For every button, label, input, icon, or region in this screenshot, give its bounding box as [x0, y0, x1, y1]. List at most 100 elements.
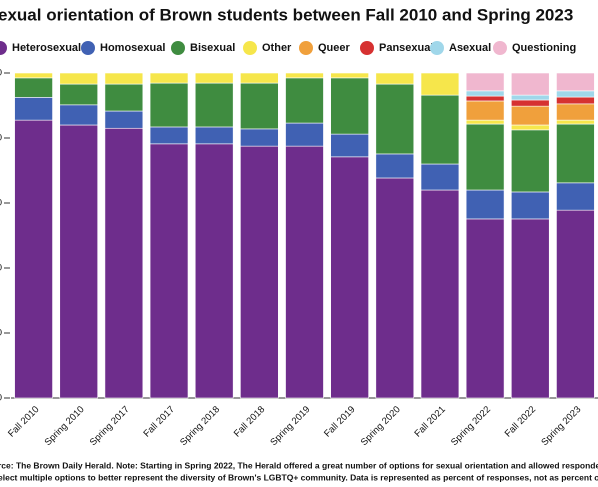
bar-segment [556, 96, 595, 105]
x-tick-label: Spring 2023 [539, 404, 583, 448]
bar-segment [556, 103, 595, 121]
legend-label: Homosexual [100, 42, 165, 54]
footnote: elect multiple options to better represe… [0, 472, 598, 482]
bar-segment [465, 218, 505, 399]
legend-swatch [81, 41, 95, 55]
bar-segment [556, 90, 595, 98]
y-tick-label: 80 [0, 133, 2, 144]
bar-segment [194, 72, 234, 84]
bar-segment [511, 105, 550, 126]
bar-segment [420, 189, 460, 399]
bar-segment [511, 191, 550, 220]
legend-label: Bisexual [190, 42, 235, 54]
x-tick-label: Fall 2021 [412, 404, 447, 439]
bar-segment [511, 218, 550, 399]
bar-segment [149, 72, 189, 84]
bar-segment [330, 72, 369, 79]
bar-segment [465, 119, 505, 125]
bar-segment [465, 72, 505, 92]
bar-segment [59, 72, 98, 85]
bar-segment [285, 72, 324, 79]
bar-segment [375, 83, 415, 155]
bar-segment [14, 119, 53, 399]
x-tick-label: Fall 2010 [6, 404, 41, 439]
bar-segment [511, 94, 550, 101]
x-tick-label: Fall 2017 [142, 404, 177, 439]
legend-swatch [360, 41, 374, 55]
bar-segment [420, 163, 460, 191]
x-tick-label: Spring 2020 [359, 404, 403, 448]
bar-segment [149, 126, 189, 145]
legend-label: Asexual [449, 42, 491, 54]
legend-label: Questioning [512, 42, 576, 54]
bar-segment [149, 82, 189, 128]
bar-segment [465, 95, 505, 102]
bar-segment [59, 124, 98, 399]
x-tick-label: Fall 2019 [322, 404, 357, 439]
bar-segment [556, 72, 595, 92]
bar-segment [556, 119, 595, 125]
bar-segment [285, 122, 324, 147]
bar-segment [14, 97, 53, 121]
bar-segment [465, 100, 505, 121]
x-tick-label: Spring 2010 [43, 404, 87, 448]
bar-segment [149, 143, 189, 399]
bar-segment [104, 110, 144, 129]
legend-swatch [243, 41, 257, 55]
bar-segment [465, 123, 505, 191]
x-tick-label: Fall 2022 [503, 404, 538, 439]
bar-segment [240, 72, 279, 84]
bar-segment [240, 145, 279, 399]
bar-segment [330, 133, 369, 158]
bar-segment [285, 145, 324, 399]
bar-segment [556, 123, 595, 184]
bar-segment [194, 82, 234, 128]
chart-title: exual orientation of Brown students betw… [0, 5, 573, 24]
bar-segment [330, 156, 369, 399]
bar-segment [14, 77, 53, 98]
bar-segment [59, 104, 98, 126]
legend-swatch [430, 41, 444, 55]
footnote: rce: The Brown Daily Herald. Note: Start… [0, 460, 598, 470]
legend-swatch [493, 41, 507, 55]
bar-segment [511, 129, 550, 193]
legend-swatch [0, 41, 7, 55]
y-tick-label: 40 [0, 263, 2, 274]
bar-segment [420, 72, 460, 96]
bar-segment [330, 77, 369, 135]
legend-swatch [299, 41, 313, 55]
bar-segment [104, 127, 144, 399]
bar-segment [556, 209, 595, 399]
x-tick-label: Fall 2018 [232, 404, 267, 439]
bar-segment [420, 94, 460, 165]
bar-segment [511, 124, 550, 131]
y-tick-label: 0 [0, 393, 2, 404]
x-tick-label: Spring 2022 [449, 404, 493, 448]
legend-label: Queer [318, 42, 351, 54]
bar-segment [104, 83, 144, 112]
bar-segment [511, 99, 550, 107]
legend-label: Heterosexual [12, 42, 81, 54]
legend-swatch [171, 41, 185, 55]
bar-segment [194, 143, 234, 399]
bar-segment [285, 77, 324, 124]
y-tick-label: 20 [0, 328, 2, 339]
bar-segment [240, 82, 279, 130]
legend-label: Other [262, 42, 292, 54]
x-tick-label: Spring 2019 [268, 404, 312, 448]
bar-segment [59, 83, 98, 106]
legend-label: Pansexual [379, 42, 433, 54]
bar-segment [375, 153, 415, 179]
bar-segment [375, 177, 415, 399]
bar-segment [240, 128, 279, 147]
y-tick-label: 60 [0, 198, 2, 209]
bar-segment [511, 72, 550, 96]
bar-segment [14, 72, 53, 79]
x-tick-label: Spring 2018 [178, 404, 222, 448]
bar-segment [465, 189, 505, 220]
bar-segment [556, 182, 595, 211]
bar-segment [104, 72, 144, 85]
x-tick-label: Spring 2017 [88, 404, 132, 448]
y-tick-label: 100 [0, 68, 2, 79]
